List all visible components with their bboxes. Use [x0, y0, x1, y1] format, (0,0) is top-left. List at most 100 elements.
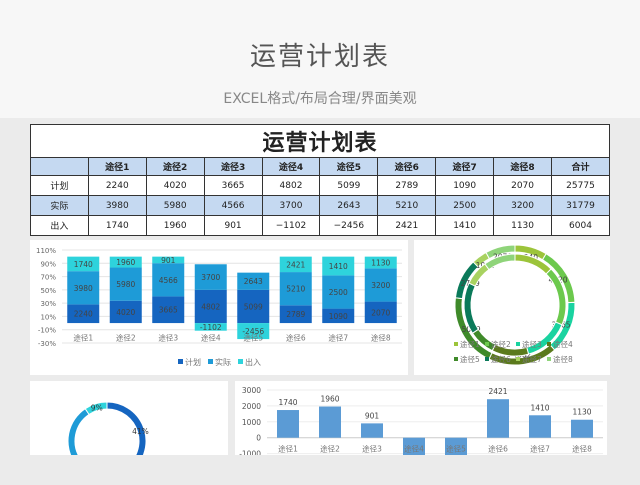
- y-tick-label: 3000: [242, 386, 261, 395]
- table-cell: 2500: [435, 195, 495, 216]
- legend-swatch: [454, 357, 458, 361]
- data-label: 901: [161, 256, 176, 265]
- data-label: 1960: [320, 395, 339, 404]
- table-cell: 4802: [261, 175, 321, 196]
- x-tick-label: 途径7: [328, 333, 348, 343]
- legend-label: 途径5: [460, 354, 480, 364]
- bar-segment: [109, 256, 142, 268]
- data-label: 3980: [74, 284, 93, 293]
- bar-segment: [322, 256, 355, 276]
- table-cell: 5210: [377, 195, 437, 216]
- legend-label: 出入: [245, 357, 261, 367]
- x-tick-label: 途径2: [116, 333, 136, 343]
- column-header: 合计: [551, 157, 610, 176]
- data-label: 3700: [201, 273, 220, 282]
- data-label: 2240: [74, 310, 93, 319]
- y-tick-label: -1000: [239, 450, 261, 455]
- bar: [529, 415, 551, 438]
- table-cell: 31779: [551, 195, 610, 216]
- bar-segment: [109, 267, 142, 301]
- legend-label: 途径1: [460, 339, 480, 349]
- data-label: 901: [365, 411, 380, 420]
- table-cell: 25775: [551, 175, 610, 196]
- column-header: 途径1: [87, 157, 147, 176]
- data-label: 5980: [116, 280, 135, 289]
- x-tick-label: 途径8: [572, 444, 592, 454]
- data-label: 9%: [91, 404, 103, 413]
- column-header: 途径8: [493, 157, 552, 176]
- x-tick-label: 途径6: [488, 444, 508, 454]
- bar-segment: [322, 275, 355, 309]
- data-label: 4802: [201, 302, 220, 311]
- data-label: 2789: [286, 310, 305, 319]
- table-cell: 1130: [493, 215, 552, 236]
- row-label: 实际: [30, 195, 89, 216]
- page-title: 运营计划表: [249, 42, 390, 72]
- bar: [319, 406, 341, 438]
- data-label: 2500: [329, 288, 348, 297]
- data-label: 1960: [116, 258, 135, 267]
- table-cell: 901: [203, 215, 263, 236]
- stacked-percent-chart: 110% 90% 70% 50% 30% 10% -10% -30% 2240 3980 1740 途…: [30, 240, 408, 375]
- legend-label: 途径2: [491, 339, 511, 349]
- header: 运营计划表 EXCEL格式/布局合理/界面美观: [0, 0, 640, 118]
- legend-label: 途径3: [522, 339, 542, 349]
- y-tick-label: -30%: [38, 340, 56, 348]
- bar-segment: [322, 308, 355, 324]
- bar-segment: [279, 305, 312, 324]
- data-label: 2421: [286, 260, 305, 269]
- data-label: 41%: [132, 427, 149, 436]
- table-cell: −2456: [319, 215, 379, 236]
- data-label: 3200: [371, 281, 390, 290]
- table-cell: 4020: [145, 175, 205, 196]
- column-header: 途径2: [145, 157, 205, 176]
- legend-label: 途径6: [491, 354, 511, 364]
- legend-swatch: [516, 342, 520, 346]
- data-label: 2421: [488, 387, 507, 396]
- bar: [403, 437, 425, 456]
- y-tick-label: 0: [256, 434, 261, 443]
- data-label: 1410: [329, 262, 348, 271]
- legend-label: 计划: [185, 357, 201, 367]
- bar-segment: [237, 289, 270, 324]
- bar-segment: [279, 272, 312, 306]
- table-header-row: 途径1 途径2 途径3 途径4 途径5 途径6 途径7 途径8 合计: [30, 157, 610, 176]
- data-label: 1740: [278, 398, 297, 407]
- row-label: 计划: [30, 175, 89, 196]
- bar-segment: [194, 264, 227, 290]
- data-label: 1090: [329, 312, 348, 321]
- data-label: 5099: [244, 302, 263, 311]
- table-cell: 3200: [493, 195, 552, 216]
- table-cell: 5980: [145, 195, 205, 216]
- table-cell: 3980: [87, 195, 147, 216]
- ring-chart: 22404020366548025099278910902070途径1途径2途径…: [414, 240, 610, 375]
- x-tick-label: 途径1: [278, 444, 298, 454]
- y-tick-label: 110%: [36, 247, 56, 255]
- y-tick-label: 10%: [40, 313, 56, 321]
- plan-table: 运营计划表 途径1 途径2 途径3 途径4 途径5 途径6 途径7 途径8 合计…: [30, 124, 610, 236]
- table-cell: 2789: [377, 175, 437, 196]
- x-tick-label: 途径8: [371, 333, 391, 343]
- legend-label: 实际: [215, 357, 231, 367]
- y-tick-label: 70%: [40, 274, 56, 282]
- x-tick-label: 途径6: [286, 333, 306, 343]
- bar-segment: [194, 323, 227, 331]
- legend-swatch: [208, 359, 213, 364]
- ring-segment: [485, 244, 516, 260]
- share-doughnut-chart: 41%50%9%: [30, 381, 228, 481]
- bar-segment: [364, 268, 397, 302]
- table-cell: 1410: [435, 215, 495, 236]
- column-header: 途径4: [261, 157, 321, 176]
- x-tick-label: 途径3: [158, 333, 178, 343]
- legend-swatch: [485, 342, 489, 346]
- difference-bar-chart: 3000 2000 1000 0 -1000 1740 途径1 1960 途径2 901 途径3 途径…: [235, 381, 607, 477]
- bar-segment: [237, 323, 270, 340]
- bar: [571, 419, 593, 438]
- table-title: 运营计划表: [30, 124, 610, 158]
- legend-swatch: [178, 359, 183, 364]
- table-cell: 2421: [377, 215, 437, 236]
- x-tick-label: 途径2: [320, 444, 340, 454]
- x-tick-label: 途径5: [446, 444, 466, 454]
- legend-label: 途径4: [553, 339, 573, 349]
- data-label: 4566: [159, 276, 178, 285]
